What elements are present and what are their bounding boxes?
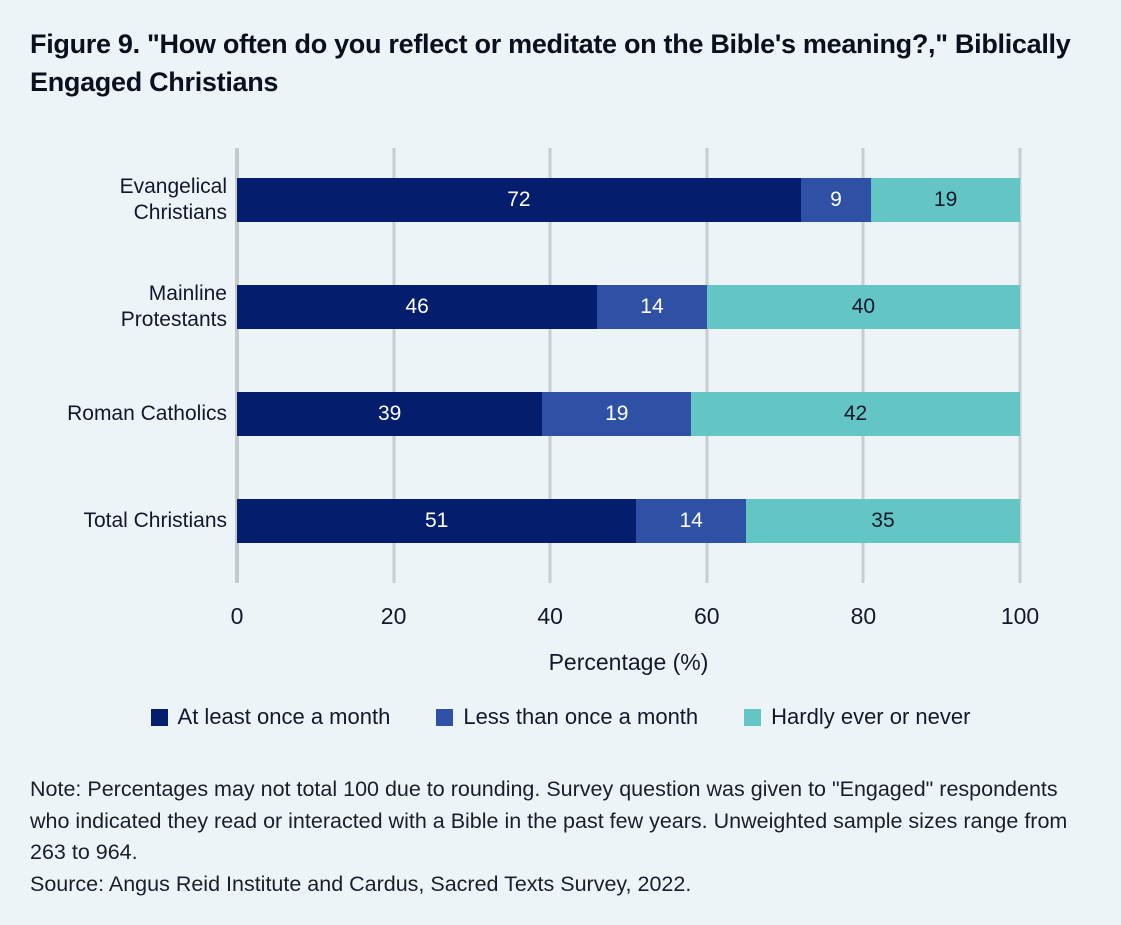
bar-row: 51 14 35 — [237, 499, 1020, 543]
bar-row: 46 14 40 — [237, 285, 1020, 329]
legend-swatch-icon — [150, 708, 168, 726]
bar-segment: 14 — [597, 285, 707, 329]
gridline — [861, 148, 865, 583]
bar-segment: 14 — [636, 499, 746, 543]
bar-value-label: 39 — [378, 402, 402, 425]
bar-value-label: 35 — [871, 509, 895, 532]
x-tick-label: 40 — [537, 603, 563, 629]
legend-label: Hardly ever or never — [771, 704, 971, 729]
x-tick-label: 60 — [694, 603, 720, 629]
category-label: Roman Catholics — [67, 401, 227, 425]
bar-value-label: 42 — [843, 402, 868, 425]
bar-value-label: 51 — [424, 509, 449, 532]
x-tick-label: 0 — [230, 603, 244, 629]
legend-item: Less than once a month — [436, 704, 698, 730]
figure-title: Figure 9. "How often do you reflect or m… — [30, 29, 1071, 97]
bar-row: 39 19 42 — [237, 392, 1020, 436]
category-label: Mainline Protestants — [120, 281, 227, 331]
gridline — [1018, 148, 1022, 583]
bar-segment: 39 — [237, 392, 543, 436]
bar-segment: 40 — [706, 285, 1020, 329]
bar-segment: 19 — [542, 392, 692, 436]
bar-row: 72 9 19 — [237, 178, 1020, 222]
gridline — [548, 148, 552, 583]
bar-value-label: 14 — [640, 295, 664, 318]
bar-segment: 51 — [237, 499, 637, 543]
bar-value-label: 40 — [851, 295, 876, 318]
category-label: Evangelical Christians — [119, 174, 227, 224]
bar-segment: 42 — [691, 392, 1020, 436]
legend-swatch-icon — [436, 708, 454, 726]
legend-item: Hardly ever or never — [744, 704, 970, 730]
legend-item: At least once a month — [150, 704, 391, 730]
bar-segment: 9 — [800, 178, 872, 222]
y-axis-line — [235, 148, 239, 583]
bar-value-label: 14 — [679, 509, 703, 532]
category-label: Total Christians — [83, 508, 227, 532]
bar-value-label: 19 — [605, 402, 629, 425]
bar-value-label: 19 — [933, 188, 958, 211]
legend-label: Less than once a month — [463, 704, 699, 729]
bar-segment: 35 — [745, 499, 1020, 543]
bar-segment: 19 — [871, 178, 1020, 222]
x-tick-label: 20 — [380, 603, 407, 629]
x-axis-label: Percentage (%) — [548, 649, 709, 675]
bar-segment: 46 — [237, 285, 598, 329]
source-text: Source: Angus Reid Institute and Cardus,… — [30, 871, 692, 896]
bar-value-label: 46 — [405, 295, 429, 318]
plot-area: 0 20 40 60 80 100 72 9 19 46 14 40 39 19 42 51 14 35 — [231, 148, 1039, 629]
x-tick-label: 100 — [1000, 603, 1040, 629]
note-text: Note: Percentages may not total 100 due … — [30, 777, 1068, 865]
gridline — [392, 148, 396, 583]
legend-label: At least once a month — [177, 704, 391, 729]
x-tick-label: 80 — [850, 603, 877, 629]
legend: At least once a month Less than once a mo… — [0, 704, 1121, 730]
bar-value-label: 9 — [830, 188, 842, 211]
bar-segment: 72 — [237, 178, 801, 222]
bar-value-label: 72 — [507, 188, 531, 211]
legend-swatch-icon — [744, 708, 762, 726]
footnotes: Note: Percentages may not total 100 due … — [30, 774, 1080, 900]
gridline — [705, 148, 709, 583]
